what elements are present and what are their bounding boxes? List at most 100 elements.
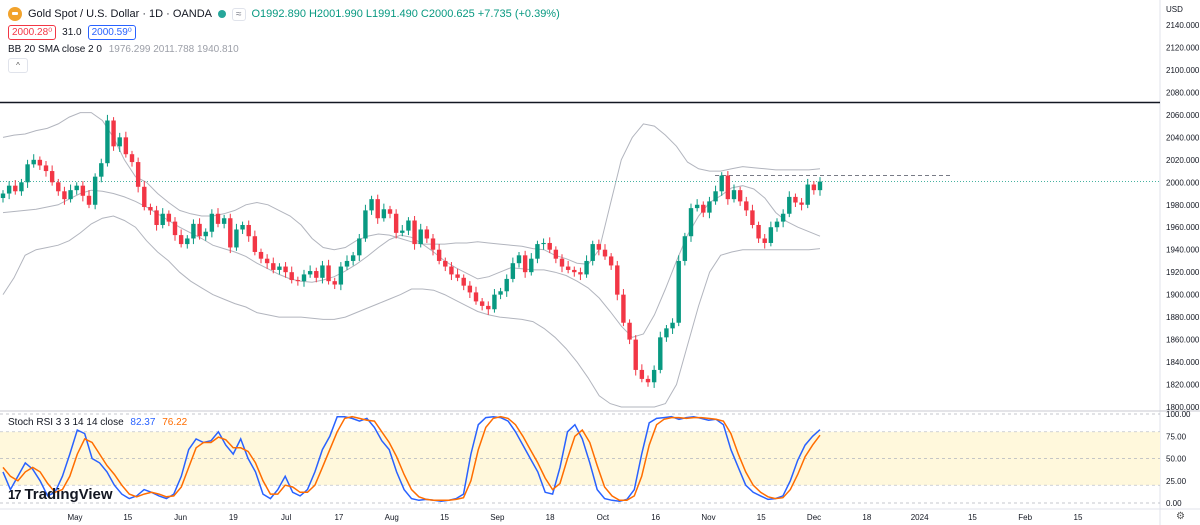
candle-body <box>117 137 122 147</box>
candle-body <box>731 190 737 200</box>
tradingview-logo[interactable]: 17 TradingView <box>8 486 113 503</box>
candle-body <box>430 238 436 250</box>
price-axis-label: 2000.000 <box>1166 178 1200 187</box>
price-axis-label: 2060.000 <box>1166 111 1200 120</box>
candle-body <box>320 265 325 278</box>
candle-body <box>633 339 638 370</box>
candle-body <box>559 258 565 267</box>
candle-body <box>283 266 288 273</box>
candle-body <box>166 213 172 222</box>
candle-body <box>516 255 522 264</box>
time-axis-label: Nov <box>701 513 715 522</box>
candle-body <box>768 227 774 243</box>
time-axis-label: 17 <box>334 513 343 522</box>
price-axis-label: 1980.000 <box>1166 201 1200 210</box>
time-axis-label: Feb <box>1018 513 1032 522</box>
candle-body <box>326 265 331 282</box>
candle-body <box>510 263 516 279</box>
time-axis-label: Aug <box>385 513 399 522</box>
candle-body <box>670 322 675 329</box>
candle-body <box>817 181 823 191</box>
candle-body <box>400 230 405 233</box>
compare-icon[interactable]: ≈ <box>232 7 246 21</box>
market-status-icon <box>218 10 226 18</box>
candle-body <box>393 213 399 233</box>
candle-body <box>449 266 454 275</box>
stoch-rsi-d-line <box>2 415 821 502</box>
price-axis-label: 2020.000 <box>1166 156 1200 165</box>
candle-body <box>799 202 804 205</box>
candle-body <box>142 186 147 208</box>
candle-body <box>535 244 540 259</box>
collapse-legend-button[interactable]: ^ <box>8 58 28 73</box>
candle-body <box>412 220 417 245</box>
price-axis-label: 1960.000 <box>1166 223 1200 232</box>
currency-label[interactable]: USD <box>1166 5 1183 14</box>
price-axis-label: 2080.000 <box>1166 88 1200 97</box>
buy-price-button[interactable]: 2000.59⁰ <box>87 25 136 40</box>
candle-body <box>682 236 688 261</box>
time-axis-label: Oct <box>597 513 610 522</box>
candle-body <box>0 193 6 199</box>
time-axis-label: 15 <box>757 513 766 522</box>
candle-body <box>436 249 442 261</box>
candle-body <box>756 224 761 239</box>
stoch-rsi-d-value: 76.22 <box>162 417 188 428</box>
candle-body <box>246 224 251 237</box>
candle-body <box>787 196 792 214</box>
candle-body <box>479 301 485 306</box>
bb-legend[interactable]: BB 20 SMA close 2 0 1976.299 2011.788 19… <box>8 44 239 55</box>
candle-body <box>86 195 92 205</box>
candle-body <box>639 369 645 379</box>
candle-body <box>811 184 817 191</box>
candle-body <box>381 209 387 219</box>
time-axis-label: Dec <box>807 513 821 522</box>
sell-price-button[interactable]: 2000.28⁰ <box>8 25 57 40</box>
candle-body <box>289 272 294 281</box>
time-axis-label: 19 <box>229 513 238 522</box>
candle-body <box>424 229 430 239</box>
stoch-rsi-legend[interactable]: Stoch RSI 3 3 14 14 close 82.37 76.22 <box>8 417 187 428</box>
candle-body <box>529 258 534 273</box>
price-axis-label: 2140.000 <box>1166 21 1200 30</box>
candle-body <box>264 258 270 264</box>
candle-body <box>694 204 700 209</box>
candle-body <box>805 184 810 205</box>
time-axis-label: 16 <box>651 513 660 522</box>
candle-body <box>68 190 73 200</box>
candle-body <box>387 209 393 214</box>
candle-body <box>565 266 571 270</box>
candle-body <box>43 165 49 172</box>
candle-body <box>744 201 749 211</box>
spread-value: 31.0 <box>62 27 82 38</box>
bb-label: BB 20 SMA close 2 0 <box>8 44 102 55</box>
candle-body <box>541 242 546 245</box>
time-axis-label: 18 <box>546 513 555 522</box>
candle-body <box>197 223 202 237</box>
bb-values: 1976.299 2011.788 1940.810 <box>108 44 239 55</box>
candle-body <box>645 378 651 383</box>
candle-body <box>307 271 313 275</box>
candle-body <box>596 244 602 250</box>
candle-body <box>160 213 165 225</box>
candle-body <box>31 159 36 165</box>
price-axis-label: 1840.000 <box>1166 358 1200 367</box>
rsi-axis-label: 100.00 <box>1166 410 1191 419</box>
symbol-title[interactable]: Gold Spot / U.S. Dollar · 1D · OANDA <box>28 8 212 20</box>
candle-body <box>99 163 104 177</box>
candle-body <box>406 220 411 231</box>
candle-body <box>74 185 79 191</box>
candle-body <box>572 269 577 273</box>
price-axis-label: 1920.000 <box>1166 268 1200 277</box>
candle-body <box>688 208 694 237</box>
symbol-header[interactable]: Gold Spot / U.S. Dollar · 1D · OANDA ≈ O… <box>8 7 560 21</box>
settings-gear-icon[interactable]: ⚙ <box>1176 511 1185 522</box>
candle-body <box>504 278 509 292</box>
candle-body <box>203 231 208 237</box>
candle-body <box>338 266 344 285</box>
tradingview-mark-icon: 17 <box>8 487 22 502</box>
ohlc-values: O1992.890 H2001.990 L1991.490 C2000.625 … <box>251 8 560 20</box>
candle-body <box>553 249 559 259</box>
price-axis-label: 1900.000 <box>1166 291 1200 300</box>
